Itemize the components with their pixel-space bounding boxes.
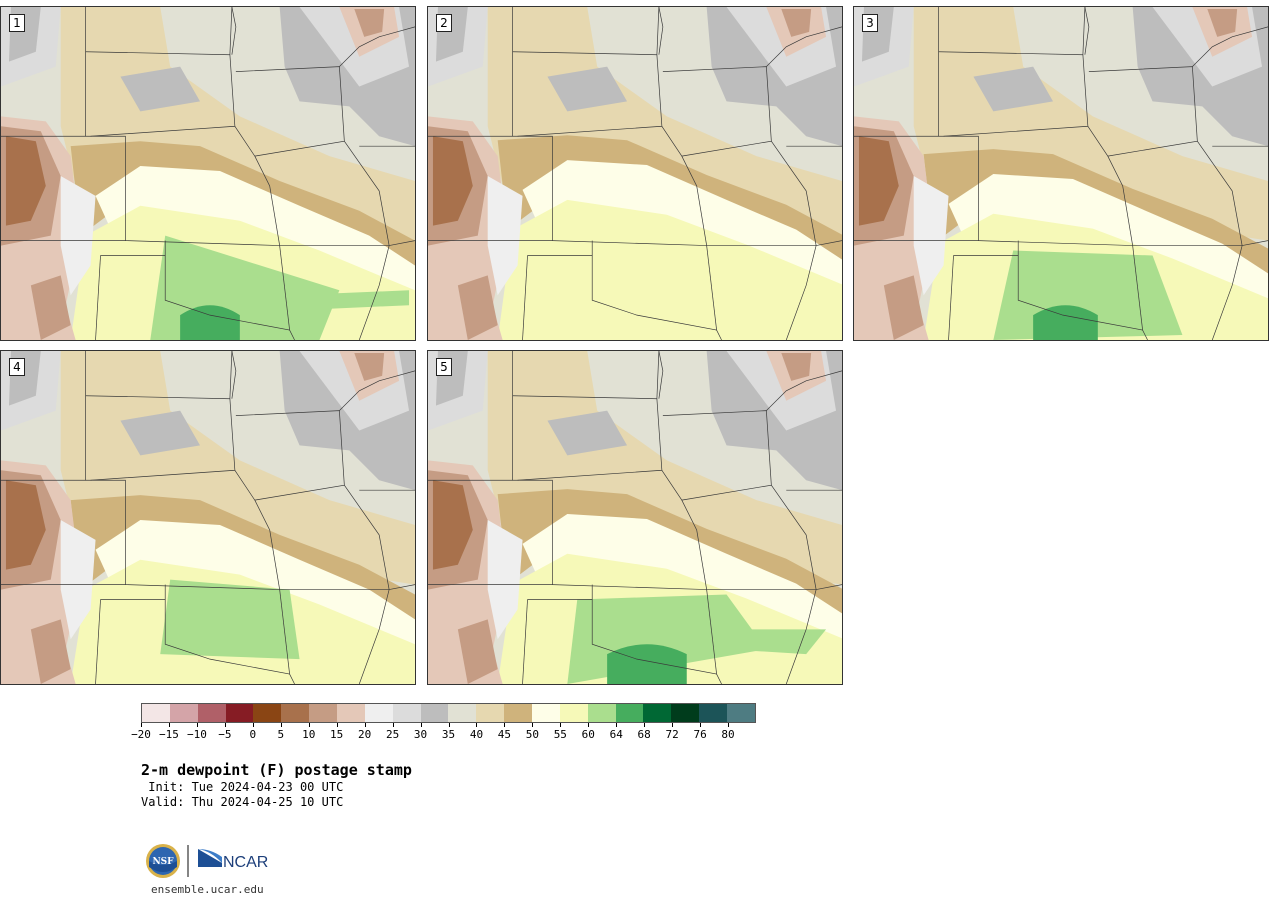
colorbar-tick — [336, 723, 338, 727]
colorbar-tick — [280, 723, 282, 727]
colorbar-swatch — [225, 704, 254, 722]
map-panel-4: 4 — [0, 350, 416, 685]
colorbar-swatch — [559, 704, 588, 722]
colorbar-tick — [616, 723, 618, 727]
colorbar-tick — [560, 723, 562, 727]
colorbar-tick — [644, 723, 646, 727]
panel-number: 3 — [862, 14, 878, 32]
nsf-logo-icon: NSF — [146, 844, 180, 878]
map-panel-3: 3 — [853, 6, 1269, 341]
colorbar-tick-label: 55 — [553, 728, 567, 741]
colorbar-tick-label: 80 — [721, 728, 735, 741]
colorbar-swatch — [253, 704, 282, 722]
colorbar-tick — [728, 723, 730, 727]
colorbar-tick-label: 64 — [609, 728, 623, 741]
colorbar-swatch — [504, 704, 533, 722]
colorbar-tick — [168, 723, 170, 727]
colorbar-swatch — [281, 704, 310, 722]
colorbar-tick — [588, 723, 590, 727]
colorbar-tick — [224, 723, 226, 727]
colorbar-tick-label: 40 — [469, 728, 484, 741]
valid-time: Valid: Thu 2024-04-25 10 UTC — [141, 795, 344, 809]
colorbar-swatch — [197, 704, 226, 722]
colorbar-tick-label: 5 — [277, 728, 285, 741]
colorbar-tick-label: 76 — [693, 728, 707, 741]
colorbar-swatch — [448, 704, 477, 722]
panel-number: 5 — [436, 358, 452, 376]
panel-number: 1 — [9, 14, 25, 32]
colorbar-tick-label: 45 — [497, 728, 512, 741]
colorbar-tick — [141, 723, 142, 727]
colorbar-swatch — [587, 704, 616, 722]
colorbar-tick-label: −15 — [159, 728, 179, 741]
panel-number: 2 — [436, 14, 452, 32]
colorbar-tick-label: 68 — [637, 728, 651, 741]
colorbar-swatch — [643, 704, 672, 722]
colorbar-tick-label: 20 — [358, 728, 372, 741]
colorbar-tick-label: 15 — [330, 728, 344, 741]
dewpoint-map — [854, 7, 1268, 340]
colorbar-swatch — [476, 704, 505, 722]
ncar-logo-icon: NCAR — [198, 849, 268, 871]
colorbar-swatch — [142, 704, 170, 722]
colorbar-swatch — [699, 704, 728, 722]
colorbar-tick — [308, 723, 310, 727]
colorbar-swatch — [420, 704, 449, 722]
colorbar-tick — [420, 723, 422, 727]
colorbar-tick-label: 30 — [413, 728, 428, 741]
init-time: Init: Tue 2024-04-23 00 UTC — [141, 780, 344, 794]
colorbar-tick — [672, 723, 674, 727]
colorbar-tick-label: −10 — [186, 728, 207, 741]
map-panel-1: 1 — [0, 6, 416, 341]
colorbar-tick-label: 35 — [441, 728, 456, 741]
colorbar-tick-label: 60 — [581, 728, 595, 741]
colorbar-tick — [504, 723, 506, 727]
map-panel-2: 2 — [427, 6, 843, 341]
colorbar-tick-label: −5 — [218, 728, 232, 741]
colorbar-swatch — [671, 704, 700, 722]
colorbar-tick — [476, 723, 478, 727]
colorbar-tick — [532, 723, 534, 727]
colorbar-tick — [392, 723, 394, 727]
colorbar-swatch — [364, 704, 393, 722]
chart-title: 2-m dewpoint (F) postage stamp — [141, 761, 412, 779]
colorbar-swatch — [309, 704, 338, 722]
colorbar-tick-label: −20 — [131, 728, 151, 741]
colorbar-tick — [448, 723, 450, 727]
colorbar-tick-label: 25 — [385, 728, 400, 741]
dewpoint-map — [1, 351, 415, 684]
colorbar-tick — [700, 723, 702, 727]
colorbar-tick-label: 72 — [665, 728, 679, 741]
logos: NSF NCAR — [146, 844, 268, 878]
colorbar-swatch — [337, 704, 365, 722]
colorbar-swatch — [727, 704, 755, 722]
dewpoint-map — [1, 7, 415, 340]
colorbar-swatch — [532, 704, 560, 722]
colorbar-tick — [364, 723, 366, 727]
colorbar-tick — [196, 723, 198, 727]
colorbar-tick — [252, 723, 254, 727]
colorbar-tick-label: 10 — [302, 728, 316, 741]
map-panel-5: 5 — [427, 350, 843, 685]
dewpoint-map — [428, 351, 842, 684]
colorbar — [141, 703, 756, 723]
dewpoint-map — [428, 7, 842, 340]
website-url: ensemble.ucar.edu — [151, 883, 264, 896]
colorbar-swatch — [169, 704, 198, 722]
svg-text:NCAR: NCAR — [223, 854, 268, 871]
colorbar-tick-label: 0 — [249, 728, 257, 741]
svg-text:NSF: NSF — [152, 857, 174, 867]
colorbar-ticks: −20 −15 −10 −5 0 5 10 15 20 25 30 35 40 45 50 55 60 64 68 7… — [131, 723, 756, 743]
colorbar-tick-label: 50 — [525, 728, 539, 741]
colorbar-swatch — [615, 704, 644, 722]
colorbar-swatch — [392, 704, 421, 722]
panel-number: 4 — [9, 358, 25, 376]
